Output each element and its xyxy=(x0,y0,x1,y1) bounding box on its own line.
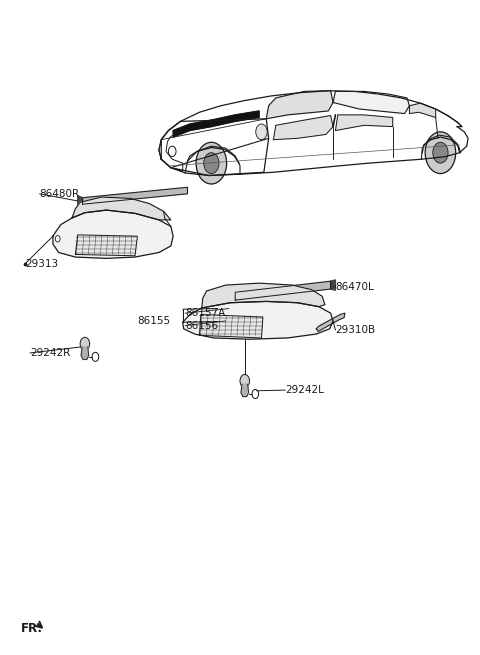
Text: 29242L: 29242L xyxy=(285,385,324,395)
Circle shape xyxy=(80,337,90,350)
Polygon shape xyxy=(75,235,137,255)
Circle shape xyxy=(240,375,250,388)
Text: 86156: 86156 xyxy=(185,320,218,331)
Polygon shape xyxy=(316,313,345,331)
Circle shape xyxy=(168,146,176,157)
Circle shape xyxy=(433,142,448,163)
Polygon shape xyxy=(199,314,263,338)
FancyBboxPatch shape xyxy=(218,305,229,312)
Polygon shape xyxy=(235,281,331,300)
Polygon shape xyxy=(241,384,249,397)
Circle shape xyxy=(216,314,226,328)
Polygon shape xyxy=(72,197,171,220)
Polygon shape xyxy=(78,196,83,206)
Text: 86470L: 86470L xyxy=(336,282,374,292)
Polygon shape xyxy=(53,210,173,258)
Polygon shape xyxy=(81,347,89,360)
Text: 86155: 86155 xyxy=(137,316,170,326)
Circle shape xyxy=(204,153,219,174)
Text: 86480R: 86480R xyxy=(39,189,80,199)
Circle shape xyxy=(218,318,223,324)
Polygon shape xyxy=(333,92,409,113)
Polygon shape xyxy=(83,187,188,204)
Polygon shape xyxy=(173,120,211,137)
Polygon shape xyxy=(183,301,333,339)
Circle shape xyxy=(425,132,456,174)
Text: 29310B: 29310B xyxy=(336,325,375,335)
Text: FR.: FR. xyxy=(21,622,42,635)
Circle shape xyxy=(55,236,60,242)
Polygon shape xyxy=(274,115,333,140)
Circle shape xyxy=(256,124,267,140)
Polygon shape xyxy=(331,280,336,290)
Polygon shape xyxy=(211,111,259,126)
Polygon shape xyxy=(266,91,333,119)
Circle shape xyxy=(196,142,227,184)
Text: 29313: 29313 xyxy=(25,259,59,269)
Text: 29242R: 29242R xyxy=(30,348,70,358)
Text: 86157A: 86157A xyxy=(185,308,226,318)
Polygon shape xyxy=(409,103,436,117)
Polygon shape xyxy=(336,115,393,130)
Polygon shape xyxy=(202,283,325,308)
